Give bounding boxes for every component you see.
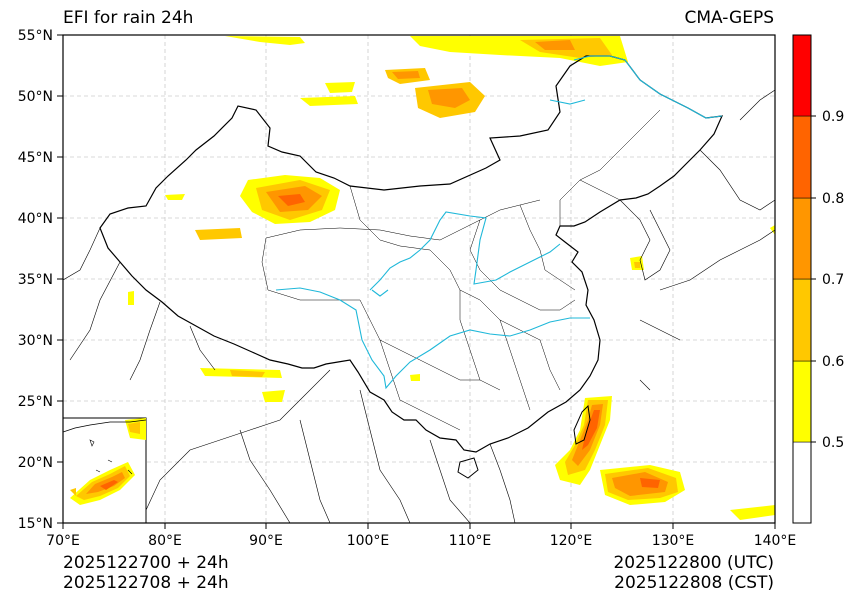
colorbar-label: 0.5 xyxy=(822,435,844,451)
lon-tick-label: 70°E xyxy=(46,533,80,549)
lat-tick-label: 45°N xyxy=(18,150,53,166)
taiwan xyxy=(573,404,591,445)
colorbar-label: 0.9 xyxy=(822,109,844,125)
yellow-river xyxy=(369,211,561,291)
colorbar-segment xyxy=(792,360,812,443)
valid-time-block: 2025122800 (UTC) 2025122808 (CST) xyxy=(613,553,774,593)
init-time-cst: 2025122708 + 24h xyxy=(63,573,229,593)
china-border xyxy=(99,55,723,453)
lat-tick-label: 25°N xyxy=(18,394,53,410)
province-borders xyxy=(261,109,661,431)
colorbar-segment xyxy=(792,197,812,280)
lat-tick-label: 50°N xyxy=(18,89,53,105)
hainan xyxy=(457,457,479,479)
neighbour-borders xyxy=(63,89,775,523)
init-time-block: 2025122700 + 24h 2025122708 + 24h xyxy=(63,553,229,593)
lon-tick-label: 110°E xyxy=(449,533,492,549)
lat-tick-label: 20°N xyxy=(18,455,53,471)
south-china-sea-inset xyxy=(62,417,147,524)
colorbar-segment xyxy=(792,278,812,362)
model-name: CMA-GEPS xyxy=(684,8,774,28)
lat-tick-label: 40°N xyxy=(18,211,53,227)
colorbar-segment xyxy=(792,115,812,199)
lon-tick-labels: 70°E 80°E 90°E 100°E 110°E 120°E 130°E 1… xyxy=(46,533,796,549)
colorbar-label: 0.8 xyxy=(822,191,844,207)
heilongjiang-river xyxy=(573,55,723,119)
efi-shading xyxy=(128,36,775,520)
lat-tick-labels: 15°N 20°N 25°N 30°N 35°N 40°N 45°N 50°N … xyxy=(18,28,53,532)
lat-tick-label: 15°N xyxy=(18,516,53,532)
lon-tick-label: 120°E xyxy=(550,533,593,549)
colorbar-segment xyxy=(792,34,812,117)
lon-tick-label: 80°E xyxy=(148,533,182,549)
colorbar-label: 0.6 xyxy=(822,354,844,370)
lon-tick-label: 90°E xyxy=(249,533,283,549)
valid-time-cst: 2025122808 (CST) xyxy=(614,573,774,593)
lon-tick-label: 130°E xyxy=(652,533,695,549)
lat-tick-label: 55°N xyxy=(18,28,53,44)
lat-tick-label: 35°N xyxy=(18,272,53,288)
colorbar-segment xyxy=(792,441,812,524)
gridlines xyxy=(63,35,775,523)
init-time-utc: 2025122700 + 24h xyxy=(63,553,229,573)
rivers xyxy=(275,55,723,390)
lon-tick-label: 140°E xyxy=(754,533,797,549)
efi-area-north xyxy=(225,36,305,45)
yangtze-river xyxy=(275,287,590,390)
colorbar-label: 0.7 xyxy=(822,272,844,288)
colorbar: 0.5 0.6 0.7 0.8 0.9 xyxy=(792,34,844,524)
valid-time-utc: 2025122800 (UTC) xyxy=(613,553,774,573)
tick-marks xyxy=(57,34,776,529)
lon-tick-label: 100°E xyxy=(347,533,390,549)
lat-tick-label: 30°N xyxy=(18,333,53,349)
map-title: EFI for rain 24h xyxy=(63,8,194,28)
